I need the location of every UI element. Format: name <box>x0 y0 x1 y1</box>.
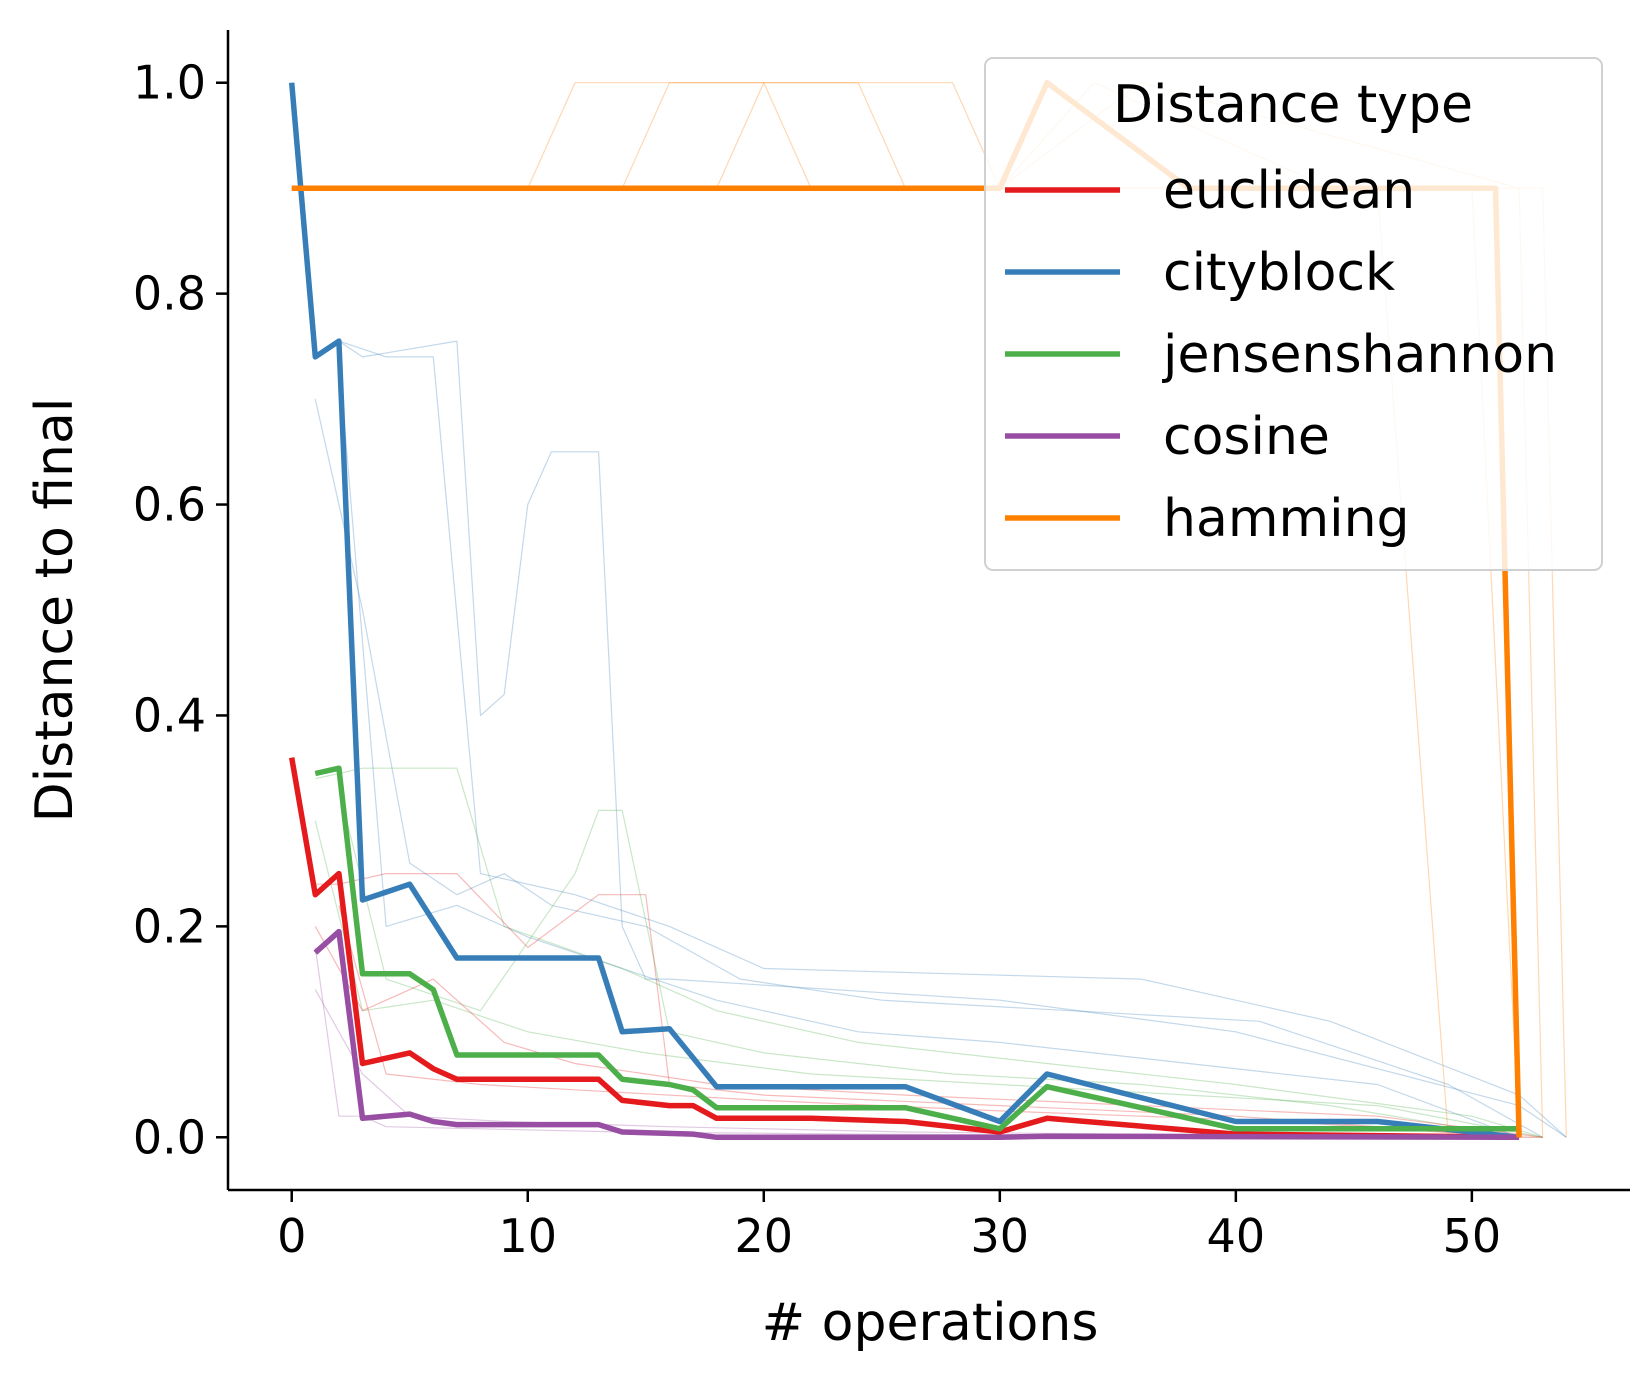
background-trace-6 <box>314 820 1543 1138</box>
background-trace-11 <box>314 989 1520 1138</box>
series-line-cityblock <box>288 82 1520 1141</box>
y-ticks: 0.0 0.2 0.4 0.6 0.8 1.0 <box>133 56 228 1164</box>
background-trace-8 <box>314 926 1543 1138</box>
background-trace-7 <box>315 872 1520 1138</box>
x-axis-label: # operations <box>762 1293 1099 1353</box>
series-line-jensenshannon <box>314 765 1520 1132</box>
background-trace-10 <box>314 947 1543 1138</box>
legend-label-hamming: hamming <box>1163 489 1410 549</box>
axes: 0 10 20 30 40 50 0.0 0.2 0.4 0.6 0.8 1.0 # operati… <box>25 30 1630 1353</box>
legend-title: Distance type <box>1113 75 1473 135</box>
background-trace-0 <box>314 340 1567 1138</box>
series-line-cosine <box>313 928 1520 1141</box>
y-tick-label: 0.2 <box>133 899 206 953</box>
legend-label-jensenshannon: jensenshannon <box>1162 325 1557 385</box>
y-tick-label: 1.0 <box>133 56 206 110</box>
background-trace-3 <box>338 356 1520 1138</box>
y-tick-label: 0.0 <box>133 1110 206 1164</box>
legend: Distance type euclidean cityblock jensensh… <box>984 57 1603 571</box>
y-tick-label: 0.4 <box>133 688 206 742</box>
y-tick-label: 0.8 <box>133 267 206 321</box>
legend-label-cosine: cosine <box>1163 407 1330 467</box>
x-tick-label: 40 <box>1207 1209 1266 1263</box>
x-tick-label: 0 <box>277 1209 306 1263</box>
y-tick-label: 0.6 <box>133 478 206 532</box>
legend-box <box>984 57 1603 571</box>
x-tick-label: 30 <box>971 1209 1030 1263</box>
background-trace-4 <box>315 767 1543 1138</box>
background-trace-2 <box>314 398 1543 1138</box>
x-ticks: 0 10 20 30 40 50 <box>277 1190 1501 1263</box>
legend-label-cityblock: cityblock <box>1163 243 1395 303</box>
background-trace-1 <box>338 340 1567 1138</box>
legend-label-euclidean: euclidean <box>1163 161 1415 221</box>
background-trace-5 <box>338 789 1520 1138</box>
legend-entries: euclidean cityblock jensenshannon cosine ham… <box>1005 161 1557 549</box>
y-axis-label: Distance to final <box>25 398 85 823</box>
series-line-euclidean <box>288 757 1520 1141</box>
x-tick-label: 10 <box>498 1209 557 1263</box>
x-tick-label: 50 <box>1443 1209 1502 1263</box>
x-tick-label: 20 <box>735 1209 794 1263</box>
